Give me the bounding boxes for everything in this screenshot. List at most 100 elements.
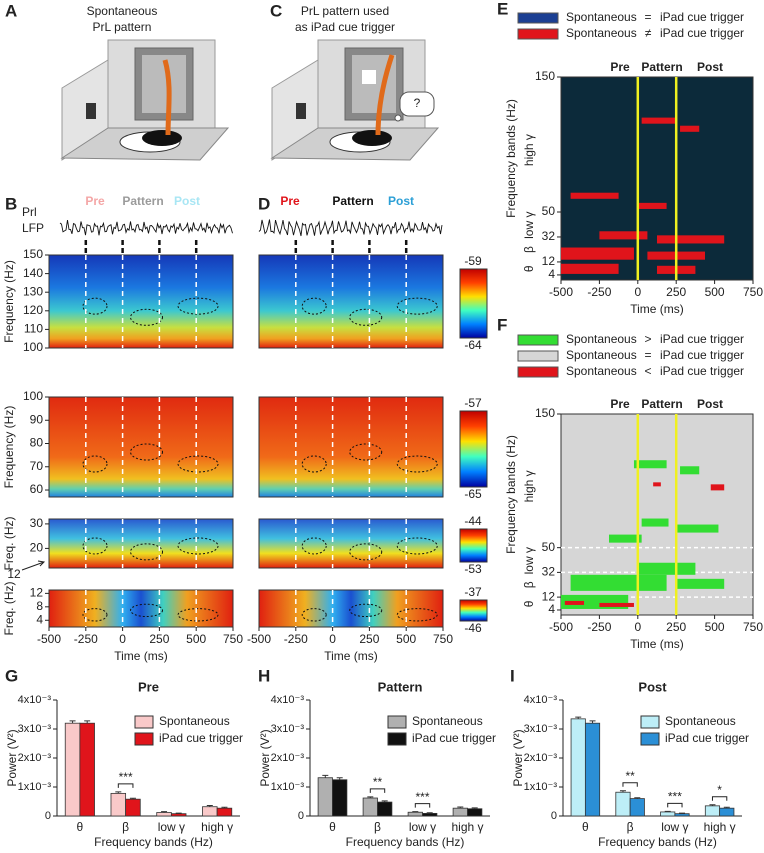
legend-text: iPad cue trigger — [660, 332, 744, 346]
colorbar — [459, 528, 488, 563]
error-bar — [471, 807, 478, 809]
y-tick-label: 4x10⁻³ — [524, 694, 558, 706]
legend-text: iPad cue trigger — [159, 731, 243, 745]
colorbar-min: -53 — [464, 562, 482, 576]
legend-swatch — [517, 350, 559, 362]
y-tick-label: 150 — [535, 406, 555, 420]
legend-operator: < — [644, 364, 651, 378]
contour — [130, 308, 164, 326]
panel-letter: A — [5, 1, 17, 20]
error-bar — [381, 800, 388, 803]
contour — [301, 297, 327, 315]
legend-text: Spontaneous — [566, 364, 637, 378]
x-tick-label: β — [122, 820, 129, 834]
y-tick-label: 100 — [23, 389, 43, 403]
heatmap — [258, 254, 444, 349]
x-axis-label: Time (ms) — [324, 649, 378, 663]
band-label: β — [522, 581, 536, 588]
y-tick-label: 0 — [298, 810, 304, 822]
chart-title: Pattern — [378, 679, 423, 694]
error-bar — [175, 812, 182, 814]
x-tick-label: 500 — [705, 285, 725, 299]
panel-letter: I — [510, 666, 515, 685]
y-tick-label: 4 — [548, 602, 555, 616]
bar — [377, 801, 393, 817]
x-axis-label: Frequency bands (Hz) — [346, 835, 465, 849]
significance-label: ** — [625, 769, 635, 783]
y-tick-label: 90 — [30, 412, 44, 426]
panel-letter: E — [497, 0, 508, 18]
x-tick-label: -250 — [284, 632, 308, 646]
bar — [467, 808, 483, 817]
x-tick-label: 250 — [666, 620, 686, 634]
lfp-label: Prl — [22, 205, 37, 219]
bar — [407, 811, 423, 817]
x-tick-label: 750 — [223, 632, 243, 646]
significance-region — [637, 562, 696, 575]
x-tick-label: 750 — [743, 620, 763, 634]
band-label: β — [522, 246, 536, 253]
x-tick-label: -250 — [74, 632, 98, 646]
significance-region — [570, 192, 619, 199]
panel-title: PrL pattern — [93, 20, 152, 34]
y-axis-label: Power (V²) — [258, 729, 272, 786]
contour — [82, 608, 108, 622]
x-tick-label: -500 — [549, 285, 573, 299]
contour — [177, 537, 219, 555]
x-tick-label: 0 — [634, 285, 641, 299]
x-tick-label: high γ — [451, 820, 483, 834]
error-bar — [619, 790, 626, 793]
x-tick-label: -250 — [587, 285, 611, 299]
colorbar-max: -59 — [464, 254, 482, 268]
legend-text: iPad cue trigger — [665, 731, 749, 745]
error-bar — [679, 812, 686, 814]
legend-text: Spontaneous — [159, 714, 230, 728]
bar — [704, 805, 721, 817]
y-tick-label: 70 — [30, 459, 44, 473]
x-tick-label: low γ — [409, 820, 436, 834]
legend-operator: = — [644, 348, 651, 362]
bar — [615, 791, 631, 817]
colorbar-min: -46 — [464, 621, 482, 635]
heatmap — [258, 518, 444, 569]
y-tick-label: 3x10⁻³ — [18, 723, 52, 735]
period-label: Post — [697, 60, 723, 74]
x-tick-label: low γ — [158, 820, 185, 834]
legend-swatch — [134, 732, 154, 746]
bar — [64, 722, 81, 817]
x-tick-label: 0 — [119, 632, 126, 646]
bar — [156, 812, 172, 817]
legend-operator: = — [644, 10, 651, 24]
significance-label: *** — [668, 790, 682, 804]
chart-title: Pre — [138, 679, 159, 694]
band-label: high γ — [522, 134, 536, 166]
bar — [719, 807, 735, 817]
significance-region — [657, 235, 725, 244]
significance-region — [653, 482, 661, 487]
y-tick-label: 2x10⁻³ — [524, 752, 558, 764]
bottom-label: 12 — [7, 567, 21, 581]
y-tick-label: 80 — [30, 436, 44, 450]
panel-letter: D — [258, 194, 270, 213]
error-bar — [664, 810, 671, 812]
y-tick-label: 110 — [24, 322, 43, 336]
bar — [125, 798, 141, 817]
colorbar-max: -57 — [464, 396, 482, 410]
legend-text: iPad cue trigger — [660, 348, 744, 362]
period-label: Pre — [610, 60, 630, 74]
bar — [216, 807, 233, 817]
contour — [301, 608, 327, 622]
bar — [202, 806, 218, 817]
panel-title: as iPad cue trigger — [295, 20, 395, 34]
lfp-label: LFP — [22, 221, 44, 235]
lfp-trace — [258, 219, 443, 237]
y-tick-label: 12 — [30, 586, 44, 600]
significance-region — [570, 574, 667, 591]
period-label: Pattern — [641, 60, 682, 74]
x-tick-label: low γ — [661, 820, 688, 834]
contour — [349, 443, 383, 461]
legend-text: Spontaneous — [412, 714, 483, 728]
legend-swatch — [134, 715, 154, 729]
chart-title: Post — [638, 679, 667, 694]
